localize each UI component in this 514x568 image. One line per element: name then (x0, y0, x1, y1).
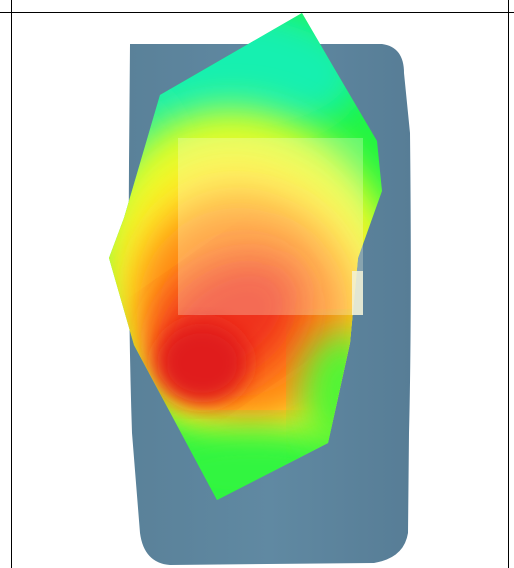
highlight-box (178, 138, 363, 315)
table-border-top (0, 12, 514, 13)
table-border-right (508, 0, 509, 568)
highlight-box-edge (352, 271, 363, 315)
table-border-left (11, 12, 12, 568)
table-border-left-stub (11, 0, 12, 12)
heatmap-svg (109, 13, 411, 565)
heatmap-figure (12, 13, 508, 568)
